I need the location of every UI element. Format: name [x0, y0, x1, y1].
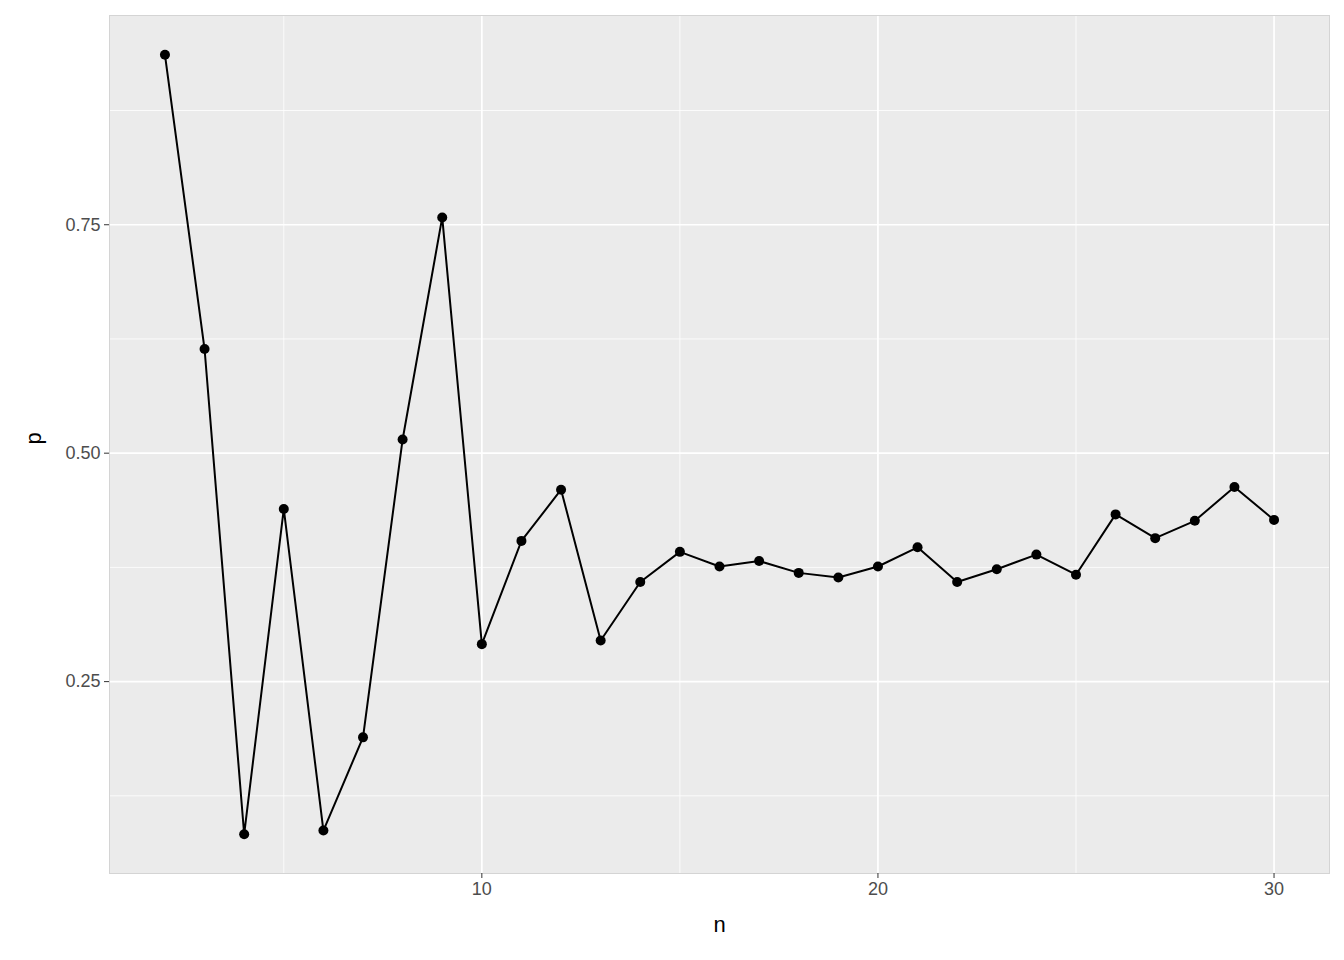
svg-text:p: p: [21, 432, 46, 444]
svg-text:30: 30: [1264, 879, 1284, 899]
svg-text:n: n: [713, 912, 725, 937]
svg-text:0.25: 0.25: [65, 671, 100, 691]
svg-text:0.75: 0.75: [65, 215, 100, 235]
svg-text:10: 10: [472, 879, 492, 899]
svg-text:20: 20: [868, 879, 888, 899]
svg-text:0.50: 0.50: [65, 443, 100, 463]
